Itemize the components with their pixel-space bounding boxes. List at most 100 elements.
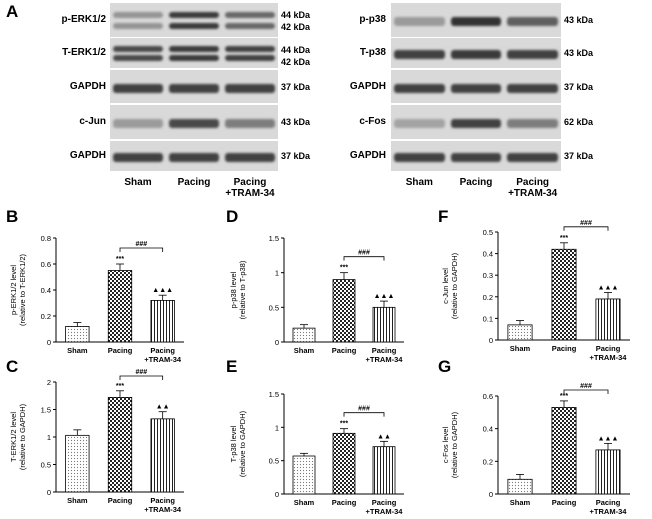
bracket-label: ### — [358, 406, 370, 413]
left-strip-label: GAPDH — [69, 80, 106, 92]
significance-mark: ▲▲▲ — [152, 287, 173, 294]
y-tick-label: 0 — [275, 490, 279, 499]
y-tick-label: 2 — [47, 378, 51, 387]
y-tick-label: 0.2 — [41, 312, 51, 321]
left-band — [225, 45, 275, 52]
y-tick-label: 1.5 — [269, 234, 279, 243]
x-tick-label: Pacing — [552, 344, 577, 353]
x-tick-label: +TRAM-34 — [590, 507, 628, 516]
y-tick-label: 0.3 — [483, 271, 493, 280]
left-kda-label: 43 kDa — [281, 117, 311, 127]
left-strip-label: T-ERK1/2 — [62, 47, 106, 58]
x-tick-label: Pacing — [552, 498, 577, 507]
bar — [595, 449, 621, 495]
left-band — [169, 119, 219, 129]
significance-mark: *** — [340, 265, 348, 272]
left-kda-label: 42 kDa — [281, 57, 311, 67]
y-tick-label: 0.4 — [483, 250, 493, 259]
significance-bracket — [563, 389, 609, 394]
significance-mark: ▲▲▲ — [374, 293, 395, 300]
y-tick-label: 0.6 — [41, 260, 51, 269]
y-tick-label: 0.8 — [41, 234, 51, 243]
y-tick-label: 1 — [275, 269, 279, 278]
left-kda-label: 44 kDa — [281, 10, 311, 20]
right-lane-label-line: +TRAM-34 — [508, 188, 558, 199]
left-kda-label: 42 kDa — [281, 22, 311, 32]
y-tick-label: 0 — [489, 490, 493, 499]
y-axis-label: p-p38 level — [229, 271, 238, 308]
right-strip-label: c-Fos — [359, 116, 386, 127]
x-tick-label: Sham — [294, 498, 315, 507]
y-tick-label: 0 — [275, 338, 279, 347]
right-blot-strip — [391, 70, 561, 103]
chart-f: F 0 0.1 0.2 0.3 0.4 0.5 c-Jun level (relative to… — [438, 207, 630, 362]
left-band — [225, 153, 275, 162]
right-band — [394, 119, 445, 129]
right-kda-label: 43 kDa — [564, 48, 594, 58]
left-kda-label: 44 kDa — [281, 45, 311, 55]
left-band — [113, 23, 163, 30]
right-kda-label: 37 kDa — [564, 81, 594, 92]
bar — [150, 418, 175, 493]
y-axis-label: T-p38 level — [229, 425, 238, 462]
x-tick-label: +TRAM-34 — [366, 507, 404, 516]
chart-d: D 0 0.5 1 1.5 p-p38 level (relative to T-p38) S… — [226, 207, 404, 364]
right-lane-label: Sham — [383, 177, 456, 188]
left-lane-label-line: +TRAM-34 — [225, 188, 275, 199]
right-strip-label: GAPDH — [349, 150, 386, 161]
left-band — [169, 12, 219, 19]
x-tick-label: Sham — [294, 346, 315, 355]
left-band — [225, 12, 275, 19]
x-tick-label: Sham — [510, 344, 531, 353]
y-tick-label: 0.4 — [41, 286, 51, 295]
left-lane-label-line: Pacing — [177, 177, 211, 188]
significance-mark: *** — [116, 383, 124, 390]
right-blot-strip — [391, 38, 561, 68]
left-lane-label: Pacing — [158, 177, 230, 188]
right-lane-label: Pacing +TRAM-34 — [496, 177, 569, 199]
significance-bracket — [119, 375, 164, 380]
y-tick-label: 0.5 — [41, 461, 51, 470]
significance-mark: ▲▲▲ — [598, 435, 619, 442]
right-band — [507, 119, 558, 129]
bar — [65, 434, 90, 493]
right-blot-strip — [391, 3, 561, 37]
significance-bracket — [343, 256, 385, 261]
significance-mark: ▲▲ — [156, 404, 170, 411]
significance-mark: *** — [560, 235, 568, 242]
y-axis-label: (relative to GAPDH) — [18, 403, 27, 470]
bar — [507, 324, 533, 341]
x-tick-label: Pacing — [596, 344, 621, 353]
right-strip-label: p-p38 — [359, 14, 386, 25]
right-strip-label: T-p38 — [359, 47, 386, 58]
y-axis-label: (relative to GAPDH) — [450, 411, 459, 478]
left-lane-label-line: Sham — [124, 177, 152, 188]
right-lane-label-line: Sham — [405, 177, 433, 188]
y-tick-label: 0 — [47, 338, 51, 347]
panel-letter: B — [6, 207, 18, 226]
x-tick-label: Pacing — [108, 346, 133, 355]
y-tick-label: 0.2 — [483, 457, 493, 466]
significance-mark: *** — [560, 393, 568, 400]
x-tick-label: +TRAM-34 — [590, 353, 628, 362]
bar — [372, 446, 396, 495]
left-band — [225, 23, 275, 30]
right-lane-label-line: Pacing — [516, 177, 550, 188]
x-tick-label: +TRAM-34 — [144, 505, 182, 514]
right-blot-strip — [391, 105, 561, 139]
x-tick-label: Pacing — [372, 498, 397, 507]
y-axis-label: (relative to GAPDH) — [450, 252, 459, 319]
y-tick-label: 0.1 — [483, 314, 493, 323]
bar — [507, 478, 533, 495]
significance-bracket — [563, 226, 609, 231]
right-kda-label: 62 kDa — [564, 117, 594, 127]
y-axis-label: c-Jun level — [441, 268, 450, 304]
bar — [292, 455, 316, 495]
panel-letter: C — [6, 357, 18, 376]
bar — [107, 397, 133, 493]
y-tick-label: 1 — [47, 433, 51, 442]
bar — [332, 432, 356, 495]
y-tick-label: 0.2 — [483, 293, 493, 302]
left-strip-label: p-ERK1/2 — [61, 14, 106, 25]
x-tick-label: Pacing — [596, 498, 621, 507]
